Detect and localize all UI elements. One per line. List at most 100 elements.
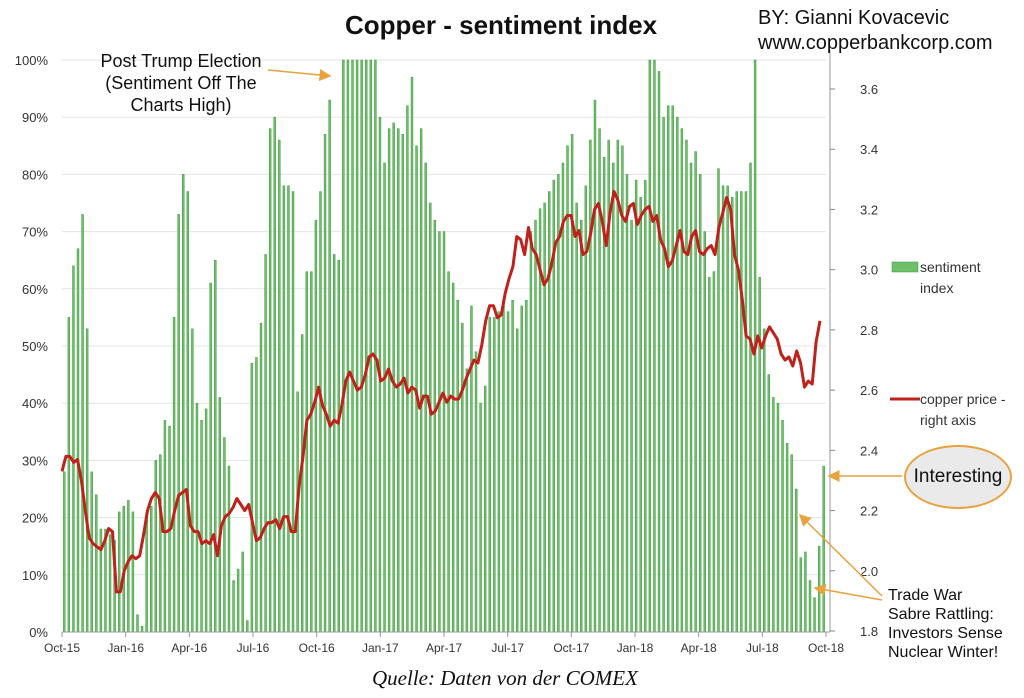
sentiment-bar — [785, 442, 789, 633]
sentiment-bar — [731, 197, 734, 633]
sentiment-bar — [749, 162, 752, 633]
sentiment-bar — [72, 265, 75, 633]
y2-tick-label: 2.0 — [860, 564, 878, 579]
sentiment-bar — [534, 219, 537, 633]
y-tick-label: 30% — [22, 453, 48, 468]
sentiment-bar — [172, 317, 176, 633]
sentiment-bar — [419, 128, 423, 633]
source-caption: Quelle: Daten von der COMEX — [372, 666, 638, 690]
sentiment-bar — [332, 254, 336, 633]
sentiment-bar — [63, 471, 66, 633]
sentiment-bar — [232, 580, 235, 633]
sentiment-bar — [186, 191, 190, 633]
sentiment-bar — [461, 322, 464, 633]
sentiment-bar — [150, 505, 153, 633]
sentiment-bar — [236, 568, 240, 633]
legend-sentiment-label: sentiment index — [920, 257, 981, 299]
sentiment-bar — [799, 557, 803, 633]
x-tick-label: Apr-16 — [171, 641, 207, 655]
sentiment-bars — [63, 59, 825, 633]
sentiment-bar — [314, 219, 318, 633]
sentiment-bar — [387, 128, 391, 633]
legend-copper-label: copper price - right axis — [920, 389, 1006, 431]
sentiment-bar — [209, 282, 212, 633]
sentiment-bar — [76, 248, 80, 633]
y2-tick-label: 3.4 — [860, 142, 878, 157]
sentiment-bar — [117, 511, 121, 633]
sentiment-bar — [259, 322, 263, 633]
annotation-trump-election: Post Trump Election (Sentiment Off The C… — [66, 50, 296, 116]
sentiment-bar — [630, 219, 633, 633]
legend-copper-line-1: copper price - — [920, 391, 1006, 407]
sentiment-bar — [557, 174, 560, 633]
sentiment-bar — [570, 134, 574, 633]
byline-website: www.copperbankcorp.com — [758, 32, 993, 54]
sentiment-bar — [483, 385, 487, 633]
sentiment-bar — [392, 122, 395, 633]
sentiment-bar — [520, 305, 523, 633]
sentiment-bar — [346, 59, 350, 633]
sentiment-bar — [131, 511, 135, 633]
y2-tick-label: 2.6 — [860, 383, 878, 398]
sentiment-bar — [758, 277, 761, 633]
sentiment-bar — [268, 128, 272, 633]
sentiment-bar — [580, 219, 583, 633]
y2-tick-label: 2.8 — [860, 323, 878, 338]
y-tick-label: 100% — [15, 53, 49, 68]
sentiment-bar — [506, 311, 510, 633]
annotation-trade-line-3: Investors Sense — [888, 625, 1003, 642]
legend-copper-line-2: right axis — [920, 412, 977, 428]
sentiment-bar — [767, 374, 771, 633]
annotation-trade-line-4: Nuclear Winter! — [888, 644, 999, 661]
sentiment-bar — [525, 299, 528, 633]
sentiment-bar — [429, 202, 432, 633]
y2-tick-label: 1.8 — [860, 624, 878, 639]
sentiment-bar — [351, 59, 354, 633]
annotation-interesting-label: Interesting — [913, 466, 1003, 487]
sentiment-bar — [479, 402, 482, 633]
sentiment-bar — [241, 551, 244, 633]
sentiment-bar — [515, 328, 519, 633]
sentiment-bar — [593, 99, 597, 633]
sentiment-bar — [781, 420, 784, 633]
sentiment-bar — [616, 139, 620, 633]
axes — [62, 50, 831, 633]
sentiment-bar — [657, 71, 661, 633]
sentiment-bar — [795, 488, 798, 633]
sentiment-bar — [250, 362, 254, 633]
sentiment-bar — [182, 174, 185, 633]
y2-tick-label: 3.2 — [860, 202, 878, 217]
sentiment-bar — [511, 299, 514, 633]
x-tick-label: Oct-16 — [299, 641, 335, 655]
sentiment-bar — [291, 191, 295, 633]
annotation-trump-line-3: Charts High) — [130, 95, 232, 115]
y-tick-label: 40% — [22, 396, 48, 411]
sentiment-bar — [465, 368, 469, 633]
sentiment-bar — [502, 299, 505, 633]
sentiment-bar — [694, 151, 697, 633]
sentiment-bar — [67, 317, 71, 633]
sentiment-bar — [90, 471, 93, 633]
sentiment-bar — [319, 191, 322, 633]
x-tick-label: Jan-17 — [362, 641, 399, 655]
sentiment-bar — [406, 105, 409, 633]
x-tick-label: Jul-18 — [746, 641, 779, 655]
sentiment-bar — [708, 277, 711, 633]
y-tick-label: 70% — [22, 225, 48, 240]
sentiment-bar — [639, 197, 642, 633]
y-tick-label: 50% — [22, 339, 48, 354]
sentiment-bar — [369, 59, 373, 633]
sentiment-bar — [822, 465, 825, 633]
sentiment-bar — [214, 259, 217, 633]
sentiment-bar — [680, 128, 684, 633]
sentiment-bar — [342, 59, 345, 633]
sentiment-bar — [227, 465, 231, 633]
sentiment-bar — [575, 202, 578, 633]
annotation-interesting-bubble: Interesting — [904, 445, 1012, 509]
sentiment-bar — [273, 116, 276, 633]
legend-swatches — [890, 261, 920, 401]
y2-tick-label: 3.6 — [860, 82, 878, 97]
sentiment-bar — [287, 185, 290, 633]
sentiment-bar — [456, 299, 459, 633]
sentiment-bar — [662, 116, 665, 633]
